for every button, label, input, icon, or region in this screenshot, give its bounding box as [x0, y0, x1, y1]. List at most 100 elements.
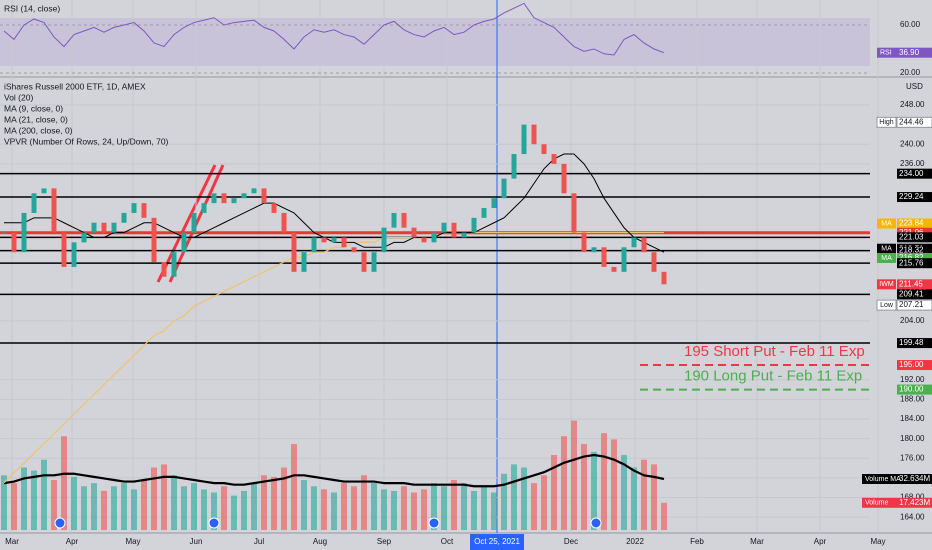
candle-body	[51, 188, 57, 233]
price-label: 211.45	[899, 279, 923, 288]
candle-body	[551, 154, 557, 164]
y-tick-label: 204.00	[900, 316, 925, 325]
candle-body	[571, 193, 577, 233]
price-tag: IWM	[879, 281, 894, 288]
legend-item: MA (9, close, 0)	[4, 103, 63, 113]
rsi-tag-box	[877, 47, 932, 58]
volume-bar	[81, 486, 87, 530]
price-label: 195.00	[899, 360, 924, 369]
volume-label-box	[862, 497, 932, 508]
candle-body	[311, 237, 317, 253]
volume-bar	[51, 480, 57, 530]
candle-body	[491, 198, 497, 209]
volume-bar	[451, 480, 457, 530]
annotation: 190 Long Put - Feb 11 Exp	[684, 368, 862, 385]
legend-item: MA (200, close, 0)	[4, 125, 73, 135]
candle-body	[631, 237, 637, 248]
price-label: 190.00	[899, 385, 924, 394]
y-tick-label: 168.00	[900, 493, 925, 502]
volume-bar	[11, 483, 17, 530]
rsi-title: RSI (14, close)	[4, 3, 60, 13]
volume-bar	[521, 467, 527, 530]
volume-bar	[381, 489, 387, 530]
volume-bar	[161, 464, 167, 530]
candle-body	[431, 232, 437, 243]
x-tick-label: Jul	[254, 537, 264, 546]
volume-bar	[141, 480, 147, 530]
candle-body	[591, 247, 597, 253]
candle-body	[601, 247, 607, 267]
price-label-box	[897, 258, 932, 269]
candle-body	[161, 262, 167, 277]
price-label-box	[897, 192, 932, 203]
x-tick-label: Apr	[814, 537, 827, 546]
rsi-tick-label: 20.00	[900, 68, 921, 77]
volume-bar	[71, 476, 77, 530]
candle-body	[11, 232, 17, 253]
volume-bar	[301, 480, 307, 530]
candle-body	[221, 193, 227, 204]
volume-bar	[101, 490, 107, 530]
y-tick-label: 192.00	[900, 375, 925, 384]
legend-item: VPVR (Number Of Rows, 24, Up/Down, 70)	[4, 136, 169, 146]
x-tick-label: Apr	[66, 537, 79, 546]
price-tag: MA	[881, 220, 892, 227]
price-label-box	[897, 289, 932, 300]
candle-body	[1, 232, 7, 234]
candle-body	[441, 222, 447, 233]
volume-bar	[501, 473, 507, 530]
legend-item: MA (21, close, 0)	[4, 114, 68, 124]
candle-body	[91, 222, 97, 233]
candle-body	[321, 237, 327, 243]
candle-body	[361, 252, 367, 272]
volume-bar	[341, 483, 347, 530]
volume-bar	[321, 489, 327, 530]
currency: USD	[906, 82, 923, 91]
candle-body	[381, 227, 387, 253]
volume-bar	[591, 451, 597, 530]
candle-body	[231, 198, 237, 204]
volume-bar	[581, 444, 587, 530]
volume-bar	[391, 490, 397, 530]
volume-bar	[471, 490, 477, 530]
rsi-value: 36.90	[899, 48, 920, 57]
volume-bar	[201, 489, 207, 530]
candle-body	[41, 188, 47, 194]
axes: Mar Apr May Jun Jul Aug Sep Oct Oct 25, 2021 Dec 2…	[5, 20, 932, 550]
volume-bar	[331, 492, 337, 530]
candle-body	[201, 203, 207, 213]
volume-bar	[551, 455, 557, 530]
dividend-icon	[590, 517, 602, 529]
candle-body	[641, 237, 647, 253]
y-tick-label: 184.00	[900, 414, 925, 423]
volume-bar	[621, 455, 627, 530]
price-tag-box	[876, 116, 897, 128]
candle-body	[511, 154, 517, 179]
price-label: 207.21	[899, 300, 924, 309]
volume-bar	[151, 467, 157, 530]
candle-body	[451, 222, 457, 238]
volume-bar	[611, 439, 617, 530]
volume-bar	[131, 489, 137, 530]
volume-bar	[231, 495, 237, 530]
price-label-box	[897, 245, 932, 256]
x-tick-label: Dec	[564, 537, 578, 546]
volume-bar	[411, 492, 417, 530]
price-tag-box	[877, 243, 896, 254]
candle-body	[521, 124, 527, 155]
price-label: 229.24	[899, 192, 924, 201]
candle-body	[61, 232, 67, 267]
volume-bar	[651, 464, 657, 530]
y-tick-label: 240.00	[900, 139, 925, 148]
candle-body	[651, 252, 657, 272]
price-tag-box	[877, 279, 896, 290]
volume-bar	[491, 492, 497, 530]
price-label: 218.32	[899, 246, 924, 255]
ma200-line	[3, 231, 664, 484]
volume-bar	[361, 475, 367, 530]
volume-bar	[351, 486, 357, 530]
price-label-box	[897, 360, 932, 371]
candle-body	[261, 188, 267, 204]
candle-body	[281, 212, 287, 233]
y-tick-label: 180.00	[900, 434, 925, 443]
